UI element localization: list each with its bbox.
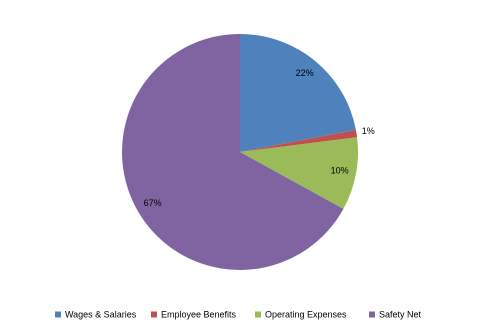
pie-slice — [122, 33, 344, 270]
legend-label: Wages & Salaries — [65, 309, 137, 319]
data-label: 1% — [362, 126, 375, 136]
legend-label: Safety Net — [379, 309, 422, 319]
legend-swatch — [55, 311, 61, 318]
legend-swatch — [151, 311, 157, 318]
legend-label: Employee Benefits — [161, 309, 237, 319]
legend-label: Operating Expenses — [265, 309, 347, 319]
pie-slice — [240, 129, 358, 152]
data-label: 10% — [331, 165, 349, 175]
pie-slice — [240, 34, 356, 152]
legend-swatch — [369, 311, 375, 318]
data-label: 67% — [144, 198, 162, 208]
legend-swatch — [255, 311, 261, 318]
data-label: 22% — [296, 68, 314, 78]
pie-slice — [240, 137, 359, 209]
